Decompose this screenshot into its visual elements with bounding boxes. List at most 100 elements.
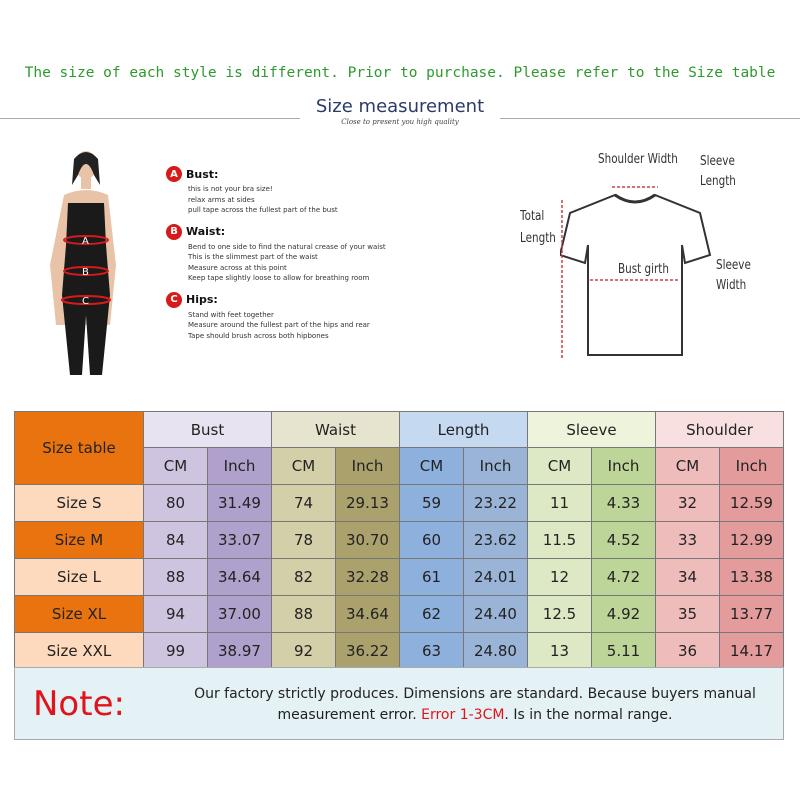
table-cell: 37.00 [207,595,272,633]
group-header: Waist [271,411,400,448]
guide-line: Measure around the fullest part of the h… [188,321,370,329]
corner-cell: Size table [14,411,144,485]
table-cell: 4.33 [591,484,656,522]
table-cell: 13 [527,632,592,670]
table-cell: 12.99 [719,521,784,559]
guide-line: this is not your bra size! [188,185,273,193]
table-cell: 12.59 [719,484,784,522]
table-cell: 29.13 [335,484,400,522]
sleeve-width-label: Sleeve Width [716,258,751,293]
unit-row: CM Inch CM Inch CM Inch CM Inch CM Inch [15,447,784,485]
unit-header: Inch [335,447,400,485]
table-cell: 31.49 [207,484,272,522]
bust-girth-label: Bust girth [618,262,669,277]
guide-heading: A Bust: [166,166,406,182]
guide-line: Tape should brush across both hipbones [188,331,329,340]
size-label: Size L [14,558,144,596]
guide-heading: B Waist: [166,223,406,240]
table-row: Size M 84 33.07 78 30.70 60 23.62 11.5 4.52 33 12.… [14,521,784,559]
table-cell: 32 [655,484,720,522]
size-label: Size XXL [14,632,144,670]
table-cell: 5.11 [591,632,656,670]
table-cell: 23.22 [463,484,528,522]
table-cell: 88 [143,558,208,596]
page-title: Size measurement [315,96,485,117]
model-figure: A B C [50,151,116,375]
table-cell: 24.80 [463,632,528,670]
figure-label-c: C [82,296,89,307]
unit-header: CM [655,447,720,485]
unit-header: CM [527,447,592,485]
table-cell: 38.97 [207,632,272,670]
total-length-label: Total Length [520,209,556,246]
unit-header: CM [271,447,336,485]
table-cell: 30.70 [335,521,400,559]
unit-header: CM [399,447,464,485]
page-subtitle: Close to present you high quality [341,118,459,126]
table-cell: 99 [143,632,208,670]
divider [500,118,800,119]
guide-line: Keep tape slightly loose to allow for br… [188,274,370,282]
table-cell: 23.62 [463,521,528,559]
table-cell: 24.01 [463,558,528,596]
badge-icon: A [166,166,182,182]
unit-header: Inch [719,447,784,485]
table-cell: 61 [399,558,464,596]
table-cell: 88 [271,595,336,633]
table-cell: 13.38 [719,558,784,596]
table-cell: 82 [271,558,336,596]
guide-section-bust: A Bust: this is not your bra size! relax ar… [166,166,406,216]
note-text: Our factory strictly produces. Dimension… [175,684,775,726]
guide-title: Bust: [186,167,219,181]
table-cell: 78 [271,521,336,559]
guide-line: This is the slimmest part of the waist [188,253,318,261]
table-cell: 33 [655,521,720,559]
table-cell: 24.40 [463,595,528,633]
table-cell: 84 [143,521,208,559]
table-cell: 12.5 [527,595,592,633]
group-header: Sleeve [527,411,656,448]
guide-line: Stand with feet together [188,310,274,319]
table-row: Size S 80 31.49 74 29.13 59 23.22 11 4.33 32 12.59 [14,484,784,522]
note-box: Note: Our factory strictly produces. Dim… [14,667,784,740]
badge-icon: C [166,291,182,308]
table-cell: 33.07 [207,521,272,559]
note-text-2: . Is in the normal range. [504,707,673,723]
guide-heading: C Hips: [166,291,406,308]
tshirt-diagram [560,186,712,360]
table-cell: 80 [143,484,208,522]
table-cell: 62 [399,595,464,633]
table-cell: 14.17 [719,632,784,670]
table-cell: 13.77 [719,595,784,633]
size-label: Size M [14,521,144,559]
table-cell: 60 [399,521,464,559]
table-cell: 59 [399,484,464,522]
figure-label-b: B [82,267,89,278]
sleeve-length-label: Sleeve Length [700,154,736,189]
banner-text: The size of each style is different. Pri… [24,65,776,81]
note-error-range: Error 1-3CM [421,707,505,723]
table-cell: 74 [271,484,336,522]
divider [0,118,300,119]
table-cell: 35 [655,595,720,633]
guide-section-hips: C Hips: Stand with feet together Measure ar… [166,291,406,342]
table-cell: 11 [527,484,592,522]
table-cell: 92 [271,632,336,670]
size-label: Size XL [14,595,144,633]
unit-header: Inch [591,447,656,485]
table-cell: 63 [399,632,464,670]
guide-line: Measure across at this point [188,263,287,272]
table-cell: 32.28 [335,558,400,596]
table-row: Size XXL 99 38.97 92 36.22 63 24.80 13 5.11 36 14.… [14,632,784,670]
group-header: Shoulder [655,411,784,448]
note-text-1: Our factory strictly produces. Dimension… [194,686,756,723]
table-cell: 94 [143,595,208,633]
guide-section-waist: B Waist: Bend to one side to find the natu… [166,223,406,284]
guide-line: relax arms at sides [188,195,255,204]
size-table: Size table Bust Waist Length Sleeve Shoulder C… [14,411,784,670]
shoulder-width-label: Shoulder Width [598,152,678,167]
unit-header: CM [143,447,208,485]
header-row: Size table Bust Waist Length Sleeve Shoulder [14,411,784,485]
table-cell: 11.5 [527,521,592,559]
group-header: Bust [143,411,272,448]
